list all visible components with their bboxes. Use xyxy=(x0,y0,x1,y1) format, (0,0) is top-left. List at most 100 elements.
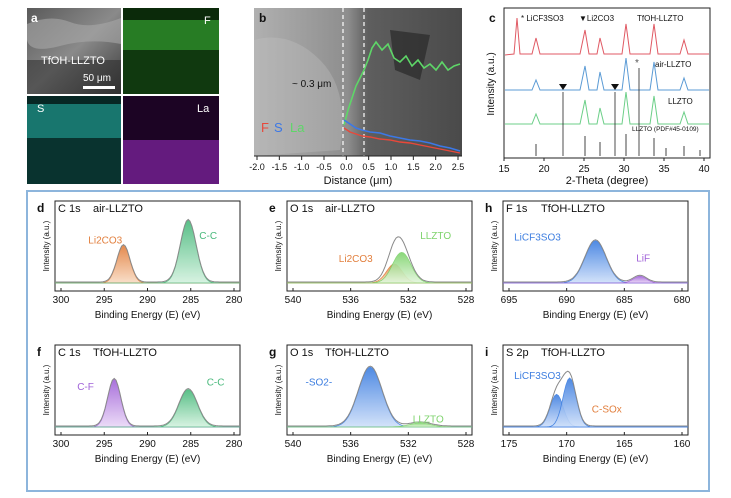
legend-star: * LiCF3SO3 xyxy=(521,14,564,23)
x-tick-label: 540 xyxy=(285,295,302,306)
peak-component xyxy=(287,263,472,284)
x-tick-label: 40 xyxy=(698,164,710,175)
li2co3-marker xyxy=(559,84,567,90)
x-tick-label: 285 xyxy=(182,295,199,306)
peak-component xyxy=(503,275,688,284)
peak-label: -SO2- xyxy=(306,378,333,389)
xrd-air xyxy=(505,57,709,91)
panel-letter: e xyxy=(269,201,276,215)
x-tick-label: 690 xyxy=(558,295,575,306)
x-tick-label: -1.5 xyxy=(272,162,288,172)
x-tick-label: 35 xyxy=(658,164,670,175)
peak-label: LiCF3SO3 xyxy=(514,233,561,244)
y-axis-label: Intensity (a.u.) xyxy=(42,364,51,415)
xps-panel-g: g O 1s TfOH-LLZTO Intensity (a.u.) -SO2- LLZT… xyxy=(269,344,475,465)
x-tick-label: 280 xyxy=(226,295,243,306)
x-tick-label: 685 xyxy=(616,295,633,306)
sample-label: TfOH-LLZTO xyxy=(325,347,389,359)
plot-frame xyxy=(503,7,711,159)
x-axis-label: Binding Energy (E) (eV) xyxy=(95,454,201,465)
label-air: air-LLZTO xyxy=(655,60,691,69)
x-tick-label: 536 xyxy=(342,295,359,306)
panel-letter: c xyxy=(489,11,496,25)
y-axis-label: Intensity (a.u.) xyxy=(490,220,499,271)
map-label-la: La xyxy=(197,103,210,115)
x-axis-label: Binding Energy (E) (eV) xyxy=(327,310,433,321)
x-tick-label: 2.0 xyxy=(429,162,442,172)
peak-label: LLZTO xyxy=(413,414,444,425)
envelope-curve xyxy=(55,218,240,283)
panel-letter: i xyxy=(485,345,488,359)
x-tick-label: 160 xyxy=(674,439,691,450)
x-axis-label: 2-Theta (degree) xyxy=(566,175,649,187)
x-tick-label: 290 xyxy=(139,295,156,306)
x-tick-label: 300 xyxy=(53,295,70,306)
x-axis-label: Distance (μm) xyxy=(324,175,393,187)
xrd-llzto xyxy=(505,91,709,125)
xps-frame xyxy=(26,190,710,492)
x-tick-label: 295 xyxy=(96,439,113,450)
x-tick-label: 528 xyxy=(458,439,475,450)
x-tick-label: 25 xyxy=(578,164,590,175)
xps-panel-i: i S 2p TfOH-LLZTO Intensity (a.u.) LiCF3SO3 C… xyxy=(485,344,691,465)
f-profile xyxy=(343,127,461,154)
y-axis-label: Intensity (a.u.) xyxy=(490,364,499,415)
la-profile xyxy=(343,40,461,126)
peak-label: LiF xyxy=(636,253,650,264)
xps-panel-f: f C 1s TfOH-LLZTO Intensity (a.u.) C-F C-C 300… xyxy=(37,344,243,465)
panel-b: b ~ 0.3 μm F S La -2.0 -1.5 -1.0 -0.5 0.0 0.5… xyxy=(249,8,464,187)
peak-label: C-F xyxy=(77,382,94,393)
panel-letter: a xyxy=(31,11,38,25)
plot-frame xyxy=(502,344,689,436)
peak-label: LiCF3SO3 xyxy=(514,371,561,382)
sem-texture xyxy=(27,18,121,49)
peak-label: Li2CO3 xyxy=(88,235,122,246)
label-llzto: LLZTO xyxy=(668,97,693,106)
panel-letter: f xyxy=(37,345,42,359)
x-tick-label: 680 xyxy=(674,295,691,306)
x-tick-label: 1.0 xyxy=(385,162,398,172)
sample-label: air-LLZTO xyxy=(325,203,375,215)
envelope-curve xyxy=(55,377,240,427)
peak-label: C-C xyxy=(199,231,217,242)
x-tick-label: 20 xyxy=(538,164,550,175)
plot-frame xyxy=(54,200,241,292)
core-level-label: S 2p xyxy=(506,347,529,359)
x-tick-label: 528 xyxy=(458,295,475,306)
y-axis-label: Intensity (a.u.) xyxy=(486,52,497,115)
peak-component xyxy=(55,245,240,284)
x-tick-label: 290 xyxy=(139,439,156,450)
xps-panel-d: d C 1s air-LLZTO Intensity (a.u.) Li2CO3 C-C 3… xyxy=(37,200,243,321)
x-ticks: 15 20 25 30 35 40 xyxy=(498,158,710,175)
x-tick-label: 280 xyxy=(226,439,243,450)
panel-letter: d xyxy=(37,201,44,215)
x-tick-label: 2.5 xyxy=(452,162,465,172)
legend-s: S xyxy=(274,120,283,135)
sample-label: TfOH-LLZTO xyxy=(41,55,105,67)
xrd-tfoh xyxy=(504,17,709,56)
peak-component xyxy=(503,377,688,428)
core-level-label: F 1s xyxy=(506,203,528,215)
peak-label: C-C xyxy=(207,378,225,389)
panel-c: c * LiCF3SO3 ▼Li2CO3 TfOH-LLZTO air-LLZT… xyxy=(486,7,711,187)
plot-frame xyxy=(286,344,473,436)
sample-label: TfOH-LLZTO xyxy=(93,347,157,359)
core-level-label: C 1s xyxy=(58,347,81,359)
scale-bar xyxy=(83,86,115,89)
x-axis-label: Binding Energy (E) (eV) xyxy=(95,310,201,321)
label-pdf: LLZTO (PDF#45-0109) xyxy=(632,126,699,133)
licf3so3-marker: * xyxy=(635,58,639,69)
peak-label: C-SOx xyxy=(592,405,622,416)
label-tfoh: TfOH-LLZTO xyxy=(637,14,684,23)
y-axis-label: Intensity (a.u.) xyxy=(42,220,51,271)
x-tick-label: 532 xyxy=(400,439,417,450)
y-axis-label: Intensity (a.u.) xyxy=(274,220,283,271)
x-tick-label: 170 xyxy=(558,439,575,450)
sample-label: TfOH-LLZTO xyxy=(541,347,605,359)
panel-a: a TfOH-LLZTO 50 μm F S La xyxy=(27,8,219,184)
peak-component xyxy=(503,240,688,284)
xps-panel-h: h F 1s TfOH-LLZTO Intensity (a.u.) LiCF3SO3 L… xyxy=(485,200,691,321)
panel-letter: g xyxy=(269,345,276,359)
x-tick-label: 1.5 xyxy=(407,162,420,172)
y-axis-label: Intensity (a.u.) xyxy=(274,364,283,415)
